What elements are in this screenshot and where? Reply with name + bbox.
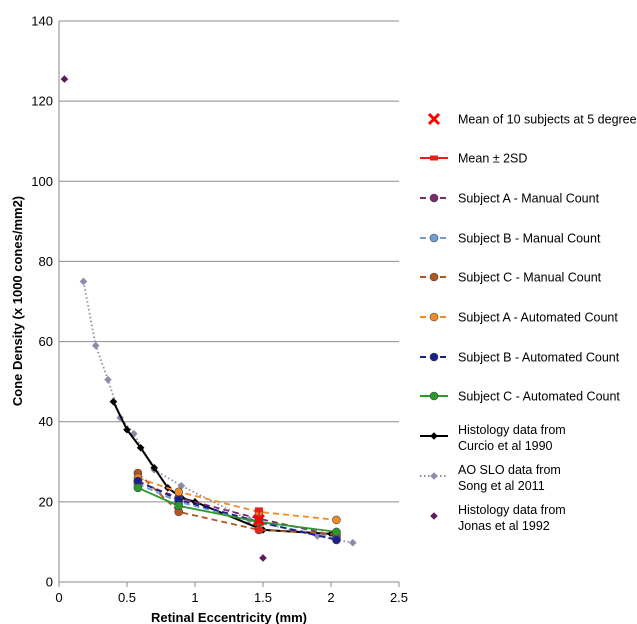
series-9 bbox=[79, 277, 357, 547]
data-point bbox=[332, 527, 341, 537]
series-line bbox=[137, 480, 337, 541]
legend-marker bbox=[429, 391, 439, 401]
legend: Mean of 10 subjects at 5 degrees Mean ± 2… bbox=[420, 112, 637, 533]
legend-label: AO SLO data from bbox=[458, 463, 561, 477]
data-point bbox=[254, 507, 263, 513]
y-tick-label: 60 bbox=[39, 334, 53, 349]
legend-marker bbox=[427, 112, 441, 126]
legend-label: Song et al 2011 bbox=[458, 479, 545, 493]
data-point bbox=[136, 443, 145, 452]
series-line bbox=[137, 487, 337, 533]
series-line bbox=[137, 483, 337, 539]
x-tick-label: 2.5 bbox=[390, 590, 408, 605]
y-tick-label: 140 bbox=[31, 14, 53, 29]
x-tick-label: 0.5 bbox=[118, 590, 136, 605]
legend-label: Histology data from bbox=[458, 503, 566, 517]
data-point bbox=[174, 487, 183, 497]
legend-entry: Subject B - Automated Count bbox=[420, 351, 620, 365]
data-point bbox=[79, 277, 88, 286]
legend-entry: Histology data from Jonas et al 1992 bbox=[430, 503, 566, 533]
plot-area bbox=[60, 75, 357, 562]
legend-entry: AO SLO data from Song et al 2011 bbox=[420, 463, 561, 493]
x-axis-title: Retinal Eccentricity (mm) bbox=[151, 610, 307, 624]
x-tick-label: 2 bbox=[327, 590, 334, 605]
legend-label: Subject C - Manual Count bbox=[458, 271, 602, 285]
legend-marker bbox=[429, 312, 439, 322]
legend-marker bbox=[430, 472, 438, 480]
data-point bbox=[332, 535, 341, 545]
y-tick-label: 20 bbox=[39, 494, 53, 509]
series-line bbox=[82, 281, 353, 544]
legend-entry: Subject A - Manual Count bbox=[420, 192, 600, 206]
data-point bbox=[254, 527, 263, 533]
series-line bbox=[137, 476, 337, 521]
legend-label: Subject B - Manual Count bbox=[458, 232, 601, 246]
legend-marker bbox=[430, 432, 438, 440]
data-point bbox=[130, 429, 138, 438]
legend-marker bbox=[429, 193, 439, 203]
data-point bbox=[91, 341, 100, 350]
data-point bbox=[313, 532, 322, 540]
data-point bbox=[252, 513, 265, 526]
legend-label: Subject A - Manual Count bbox=[458, 192, 600, 206]
data-point bbox=[348, 538, 357, 547]
legend-entry: Subject B - Manual Count bbox=[420, 232, 601, 246]
legend-label: Subject C - Automated Count bbox=[458, 390, 620, 404]
series-7 bbox=[133, 483, 341, 537]
data-point bbox=[174, 501, 183, 511]
legend-entry: Mean ± 2SD bbox=[420, 152, 527, 166]
legend-label: Subject A - Automated Count bbox=[458, 311, 618, 325]
x-tick-label: 1 bbox=[191, 590, 198, 605]
x-tick-label: 0 bbox=[55, 590, 62, 605]
axes bbox=[58, 21, 399, 583]
legend-label: Mean ± 2SD bbox=[458, 152, 527, 166]
series-8 bbox=[109, 397, 335, 538]
data-point bbox=[60, 75, 69, 83]
data-point bbox=[123, 425, 131, 434]
legend-marker bbox=[430, 512, 438, 520]
legend-label: Histology data from bbox=[458, 423, 566, 437]
data-point bbox=[104, 375, 112, 384]
y-tick-label: 80 bbox=[39, 254, 53, 269]
series-0 bbox=[252, 513, 265, 526]
legend-marker bbox=[429, 272, 439, 282]
gridlines bbox=[59, 20, 399, 503]
y-tick-label: 0 bbox=[46, 575, 53, 590]
series-10 bbox=[60, 75, 267, 562]
legend-entry: Histology data from Curcio et al 1990 bbox=[420, 423, 566, 453]
legend-marker bbox=[429, 352, 439, 362]
y-tick-label: 120 bbox=[31, 94, 53, 109]
legend-entry: Subject C - Automated Count bbox=[420, 390, 620, 404]
x-tick-label: 1.5 bbox=[254, 590, 272, 605]
legend-entry: Subject A - Automated Count bbox=[420, 311, 618, 325]
data-point bbox=[150, 463, 158, 472]
series-line bbox=[137, 472, 337, 535]
legend-marker bbox=[429, 233, 439, 243]
legend-entry: Subject C - Manual Count bbox=[420, 271, 602, 285]
data-point bbox=[259, 554, 267, 562]
legend-label: Mean of 10 subjects at 5 degrees bbox=[458, 113, 637, 127]
legend-marker bbox=[430, 155, 438, 161]
tick-labels: 0 20 40 60 80 100 120 140 0 0.5 1 1.5 2 2.5 bbox=[31, 14, 408, 606]
legend-label: Subject B - Automated Count bbox=[458, 351, 620, 365]
y-axis-title: Cone Density (x 1000 cones/mm2) bbox=[10, 196, 25, 406]
data-point bbox=[133, 483, 143, 493]
legend-entry: Mean of 10 subjects at 5 degrees bbox=[427, 112, 637, 127]
data-point bbox=[332, 515, 341, 525]
legend-label: Curcio et al 1990 bbox=[458, 439, 553, 453]
data-point bbox=[109, 397, 118, 406]
legend-label: Jonas et al 1992 bbox=[458, 519, 550, 533]
y-tick-label: 100 bbox=[31, 174, 53, 189]
y-tick-label: 40 bbox=[39, 414, 53, 429]
